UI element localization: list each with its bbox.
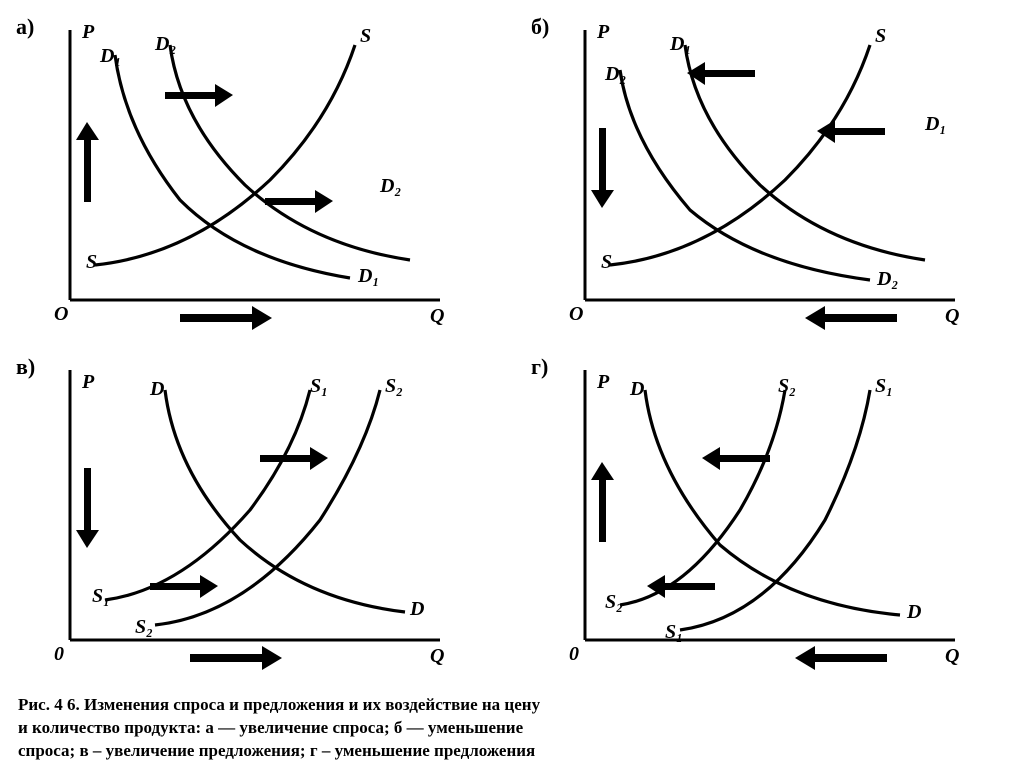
label-S-top: S <box>360 25 371 47</box>
label-D1-top: D₁ <box>669 33 691 55</box>
panel-a-svg: а) P Q O S S D₁ D₁ D₂ D₂ <box>10 10 490 340</box>
label-S1-left: S₁ <box>665 621 683 643</box>
label-S1-top: S₁ <box>310 375 328 397</box>
caption-line1: Рис. 4 6. Изменения спроса и предложения… <box>18 695 540 714</box>
panel-c-svg: в) P Q 0 D D S₁ S₁ S₂ S₂ <box>10 350 490 680</box>
arrow-left-mid <box>817 120 885 143</box>
label-S-left: S <box>86 251 97 273</box>
panel-a: а) P Q O S S D₁ D₁ D₂ D₂ <box>10 10 495 340</box>
panel-a-tag: а) <box>16 14 34 39</box>
axis-label-Q: Q <box>430 645 444 667</box>
axis-label-P: P <box>81 371 95 393</box>
label-S2-left: S₂ <box>605 591 623 613</box>
axis-label-P: P <box>596 371 610 393</box>
label-D-top: D <box>149 378 164 400</box>
caption-line3: спроса; в – увеличение предложения; г – … <box>18 741 535 760</box>
axis-label-Q: Q <box>945 305 959 327</box>
label-D2-r: D₂ <box>876 268 898 290</box>
arrow-P-up <box>76 122 99 202</box>
panel-d-tag: г) <box>531 354 548 379</box>
label-D-r: D <box>906 601 921 623</box>
label-D2-r: D₂ <box>379 175 401 197</box>
arrow-P-up <box>591 462 614 542</box>
label-S2-top: S₂ <box>385 375 403 397</box>
label-D1-left: D₁ <box>99 45 121 67</box>
label-D1-r: D₁ <box>924 113 946 135</box>
arrow-Q-right <box>180 306 272 330</box>
panel-c-tag: в) <box>16 354 35 379</box>
arrow-right-upper <box>165 84 233 107</box>
label-D2-left: D₂ <box>604 63 626 85</box>
axis-label-Q: Q <box>945 645 959 667</box>
label-D-r: D <box>409 598 424 620</box>
axis-label-P: P <box>596 21 610 43</box>
panel-b-tag: б) <box>531 14 549 39</box>
label-D1-r: D₁ <box>357 265 379 287</box>
axis-label-O: O <box>569 303 583 325</box>
label-S1-top: S₁ <box>875 375 893 397</box>
caption-line2: и количество продукта: а — увеличение сп… <box>18 718 523 737</box>
axis-label-O: 0 <box>54 643 64 665</box>
curve-S1 <box>680 390 870 630</box>
panel-b-svg: б) P Q O S S D₁ D₁ D₂ D₂ <box>525 10 1005 340</box>
curve-D1 <box>115 55 350 278</box>
arrow-left-upper <box>687 62 755 85</box>
arrow-Q-left <box>795 646 887 670</box>
label-S-left: S <box>601 251 612 273</box>
arrow-Q-right <box>190 646 282 670</box>
arrow-left-upper <box>702 447 770 470</box>
label-D2-top: D₂ <box>154 33 176 55</box>
panel-d-svg: г) P Q 0 D D S₁ S₁ S₂ S₂ <box>525 350 1005 680</box>
label-S2-left: S₂ <box>135 616 153 638</box>
axis-label-Q: Q <box>430 305 444 327</box>
panel-c: в) P Q 0 D D S₁ S₁ S₂ S₂ <box>10 350 495 680</box>
curve-D2 <box>620 70 870 280</box>
axis-label-O: O <box>54 303 68 325</box>
axis-label-O: 0 <box>569 643 579 665</box>
label-D-top: D <box>629 378 644 400</box>
figure-grid: а) P Q O S S D₁ D₁ D₂ D₂ б) P Q O S S D₁… <box>10 10 1010 763</box>
figure-caption: Рис. 4 6. Изменения спроса и предложения… <box>10 690 1010 763</box>
label-S2-top: S₂ <box>778 375 796 397</box>
arrow-P-down <box>591 128 614 208</box>
arrow-right-upper <box>260 447 328 470</box>
panel-d: г) P Q 0 D D S₁ S₁ S₂ S₂ <box>525 350 1010 680</box>
arrow-P-down <box>76 468 99 548</box>
arrow-Q-left <box>805 306 897 330</box>
axis-label-P: P <box>81 21 95 43</box>
panel-b: б) P Q O S S D₁ D₁ D₂ D₂ <box>525 10 1010 340</box>
label-S1-left: S₁ <box>92 585 110 607</box>
arrow-right-lower <box>150 575 218 598</box>
label-S-top: S <box>875 25 886 47</box>
